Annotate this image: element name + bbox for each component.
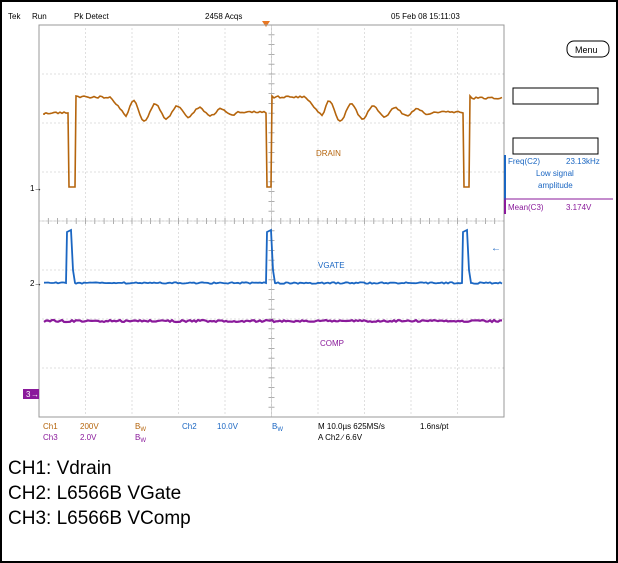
trigger-level-arrow-icon: ← (491, 243, 501, 254)
ch3-measure-bar (504, 200, 506, 214)
freq-note-1: Low signal (536, 169, 574, 178)
menu-button-label[interactable]: Menu (575, 45, 598, 55)
ch2-vgate-trace (44, 230, 502, 284)
ch1-drain-trace (44, 96, 502, 187)
comp-label: COMP (320, 339, 344, 348)
timebase-readout: M 10.0µs 625MS/s (318, 422, 385, 431)
trigger-readout: A Ch2 ∕ 6.6V (318, 433, 363, 442)
ch2-bw-limit: BW (272, 422, 283, 433)
ch2-marker-arrow-icon: → (34, 279, 42, 288)
mean-label: Mean(C3) (508, 203, 544, 212)
ch2-measure-bar (504, 155, 506, 203)
acq-mode: Pk Detect (74, 12, 109, 21)
ch3-marker-arrow-icon: → (31, 390, 39, 399)
channel-caption: CH1: Vdrain CH2: L6566B VGate CH3: L6566… (8, 456, 191, 531)
mean-value: 3.174V (566, 203, 592, 212)
ch3-name: Ch3 (43, 433, 58, 442)
ch1-bw-limit: BW (135, 422, 146, 433)
drain-label: DRAIN (316, 149, 341, 158)
side-menu-slot-2[interactable] (513, 138, 598, 154)
freq-label: Freq(C2) (508, 157, 540, 166)
trigger-position-icon (262, 21, 270, 27)
caption-line-ch1: CH1: Vdrain (8, 456, 191, 481)
datetime: 05 Feb 08 15:11:03 (391, 12, 460, 21)
ch2-scale: 10.0V (217, 422, 239, 431)
ch1-scale: 200V (80, 422, 99, 431)
graticule-grid (39, 25, 505, 418)
side-menu-slot-1[interactable] (513, 88, 598, 104)
freq-note-2: amplitude (538, 181, 573, 190)
ch3-bw-limit: BW (135, 433, 146, 444)
caption-line-ch2: CH2: L6566B VGate (8, 481, 191, 506)
run-state: Run (32, 12, 47, 21)
freq-value: 23.13kHz (566, 157, 600, 166)
ch1-name: Ch1 (43, 422, 58, 431)
vgate-label: VGATE (318, 261, 345, 270)
ch3-comp-trace (44, 320, 502, 322)
ch3-scale: 2.0V (80, 433, 97, 442)
resolution-readout: 1.6ns/pt (420, 422, 449, 431)
caption-line-ch3: CH3: L6566B VComp (8, 506, 191, 531)
oscilloscope-screen: Tek Run Pk Detect 2458 Acqs 05 Feb 08 15… (0, 0, 618, 460)
ch2-name: Ch2 (182, 422, 197, 431)
ch1-marker-arrow-icon: → (34, 184, 42, 193)
acq-count: 2458 Acqs (205, 12, 242, 21)
brand-label: Tek (8, 12, 21, 21)
